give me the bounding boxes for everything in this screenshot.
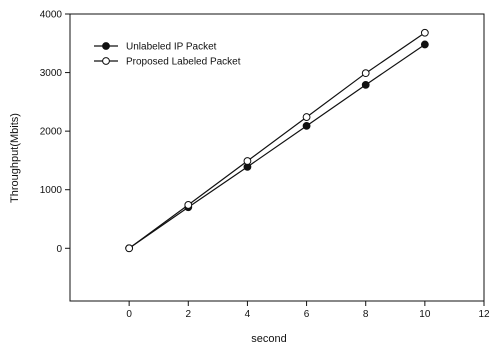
x-tick-label: 10 [419, 309, 431, 320]
x-tick-label: 6 [304, 309, 310, 320]
x-axis-title: second [251, 333, 286, 345]
x-axis-ticks: 0 2 4 6 8 10 12 [126, 301, 490, 320]
y-axis-ticks: 0 1000 2000 3000 4000 [40, 10, 70, 255]
legend-marker-unlabeled [102, 42, 110, 50]
y-tick-label: 4000 [40, 10, 63, 21]
x-tick-label: 0 [126, 309, 132, 320]
y-axis-title: Throughput(Mbits) [9, 113, 21, 203]
plot-frame [69, 13, 485, 302]
series-line-0 [128, 44, 426, 249]
data-point-series-0 [420, 40, 429, 49]
data-point-series-1 [125, 244, 134, 253]
series-layer [125, 28, 429, 253]
x-tick-label: 12 [478, 309, 490, 320]
legend-label-unlabeled: Unlabeled IP Packet [126, 42, 217, 53]
x-tick-label: 2 [186, 309, 192, 320]
y-tick-label: 2000 [40, 127, 63, 138]
data-point-series-1 [302, 113, 311, 121]
data-point-series-0 [302, 121, 311, 130]
series-line-1 [128, 32, 426, 249]
legend-marker-proposed [102, 57, 110, 65]
y-tick-label: 1000 [40, 185, 63, 196]
y-tick-label: 0 [56, 244, 62, 255]
data-point-series-0 [361, 80, 370, 89]
legend-label-proposed: Proposed Labeled Packet [126, 57, 241, 68]
x-tick-label: 4 [245, 309, 251, 320]
data-point-series-1 [243, 157, 252, 165]
legend: Unlabeled IP Packet Proposed Labeled Pac… [94, 42, 241, 68]
data-point-series-1 [361, 69, 370, 78]
y-tick-label: 3000 [40, 68, 63, 79]
data-point-series-1 [420, 28, 429, 37]
data-point-series-1 [184, 201, 193, 209]
x-tick-label: 8 [363, 309, 369, 320]
